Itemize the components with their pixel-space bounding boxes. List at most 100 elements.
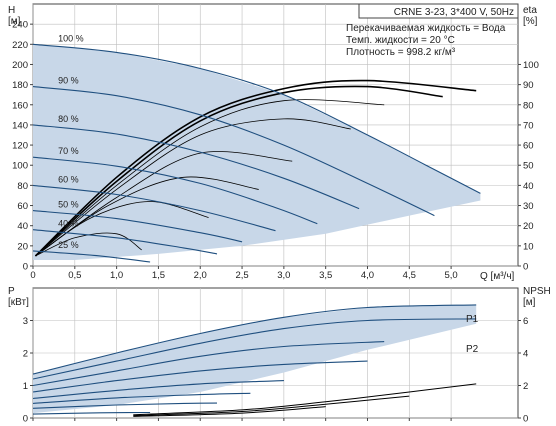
flow-axis-title: Q [м³/ч]: [480, 271, 515, 282]
power-curves: [33, 304, 477, 415]
y-tick-label: 140: [12, 120, 28, 131]
efficiency-curve: [35, 118, 351, 257]
x-tick-label: 2,5: [235, 270, 248, 281]
y2-tick-label: 90: [523, 80, 534, 91]
npsh-curve: [133, 406, 326, 417]
head-curve: [33, 124, 360, 210]
npsh-curve: [133, 383, 477, 416]
power-chart-ticks: 0 1 2 3 0 2 4 6: [23, 316, 529, 425]
y-tick-label: 200: [12, 60, 28, 71]
model-header-box: [358, 3, 519, 19]
p2-label: P2: [466, 344, 479, 355]
power-curve: [33, 380, 284, 400]
x-tick-label: 0: [30, 270, 35, 281]
info-line-density: Плотность = 998.2 кг/м³: [346, 47, 456, 58]
head-curve: [33, 43, 481, 194]
y2-tick-label: 0: [523, 262, 528, 273]
efficiency-curve: [34, 85, 443, 257]
head-curve: [33, 210, 243, 243]
y2-tick-label: 20: [523, 221, 534, 232]
speed-label: 40 %: [58, 219, 79, 229]
y-tick-label: 100: [12, 161, 28, 172]
speed-label: 25 %: [58, 240, 79, 250]
y-tick-label: 0: [23, 262, 28, 273]
y-tick-label: 60: [17, 201, 28, 212]
power-curve: [33, 402, 218, 409]
efficiency-curve: [35, 99, 385, 257]
x-tick-label: 3,0: [277, 270, 290, 281]
efficiency-curve: [35, 201, 209, 257]
y-tick-label: 3: [23, 316, 28, 327]
head-curve: [33, 250, 151, 263]
y2-tick-label: 60: [523, 141, 534, 152]
y2-tick-label: 80: [523, 100, 534, 111]
speed-label: 60 %: [58, 174, 79, 184]
y2-tick-label: 70: [523, 120, 534, 131]
speed-label: 100 %: [58, 33, 84, 43]
head-curve: [33, 229, 218, 255]
y2-tick-label: 50: [523, 161, 534, 172]
head-curve: [33, 86, 435, 217]
y2-tick-label: 6: [523, 316, 528, 327]
head-eta-chart: 100 % 90 % 80 % 70 % 60 % 50 % 40 % 25 % 0 0,5 1,…: [8, 3, 539, 282]
x-tick-label: 4,5: [403, 270, 416, 281]
head-curve: [33, 156, 318, 225]
y2-tick-label: 4: [523, 349, 528, 360]
y-tick-label: 2: [23, 349, 28, 360]
x-tick-label: 1,0: [110, 270, 123, 281]
y-tick-label: 0: [23, 414, 28, 425]
power-curve: [33, 304, 477, 375]
x-tick-label: 1,5: [152, 270, 165, 281]
speed-label: 90 %: [58, 76, 79, 86]
speed-label: 50 %: [58, 200, 79, 210]
eta-axis-title: eta [%]: [523, 5, 538, 27]
speed-label: 70 %: [58, 146, 79, 156]
y-tick-label: 120: [12, 141, 28, 152]
y-tick-label: 240: [12, 20, 28, 31]
efficiency-curve: [34, 79, 477, 257]
y2-tick-label: 100: [523, 60, 539, 71]
y2-tick-label: 10: [523, 241, 534, 252]
y2-tick-label: 40: [523, 181, 534, 192]
y-tick-label: 180: [12, 80, 28, 91]
y2-tick-label: 0: [523, 414, 528, 425]
npsh-axis-title: NPSH [м]: [523, 286, 551, 308]
y-tick-label: 20: [17, 241, 28, 252]
power-curve: [33, 318, 477, 380]
info-line-temperature: Темп. жидкости = 20 °C: [346, 35, 455, 46]
speed-labels: 100 % 90 % 80 % 70 % 60 % 50 % 40 % 25 %: [58, 33, 84, 250]
x-tick-label: 2,0: [194, 270, 207, 281]
head-axis-title: H [м]: [8, 5, 21, 27]
power-curve: [33, 360, 368, 393]
head-speed-curves: [33, 43, 481, 263]
x-tick-label: 4,0: [361, 270, 374, 281]
efficiency-curves: [34, 79, 477, 257]
head-chart-ticks: 0 0,5 1,0 1,5 2,0 2,5 3,0 3,5 4,0 4,5 5,0 0 20 40 60 80…: [12, 20, 539, 281]
npsh-curve: [133, 395, 410, 417]
y2-tick-label: 30: [523, 201, 534, 212]
p1-label: P1: [466, 314, 479, 325]
y-tick-label: 80: [17, 181, 28, 192]
x-tick-label: 0,5: [68, 270, 81, 281]
y-tick-label: 1: [23, 381, 28, 392]
y-tick-label: 160: [12, 100, 28, 111]
y2-tick-label: 2: [523, 381, 528, 392]
power-envelope-area: [33, 304, 477, 414]
info-line-liquid: Перекачиваемая жидкость = Вода: [346, 23, 506, 34]
head-envelope-area: [33, 44, 481, 260]
y-tick-label: 40: [17, 221, 28, 232]
power-axis-title: P [кВт]: [8, 286, 29, 308]
power-curve: [33, 392, 251, 404]
head-curve: [33, 184, 276, 232]
y-tick-label: 220: [12, 40, 28, 51]
speed-label: 80 %: [58, 114, 79, 124]
npsh-curves: [133, 383, 477, 417]
x-tick-label: 3,5: [319, 270, 332, 281]
model-title: CRNE 3-23, 3*400 V, 50Hz: [394, 7, 514, 18]
efficiency-curve: [35, 232, 142, 257]
power-npsh-chart: 0 1 2 3 0 2 4 6 P [кВт] NPSH [м] P1 P2: [8, 286, 551, 425]
x-tick-label: 5,0: [444, 270, 457, 281]
power-curve: [33, 411, 151, 415]
power-curve: [33, 341, 385, 387]
